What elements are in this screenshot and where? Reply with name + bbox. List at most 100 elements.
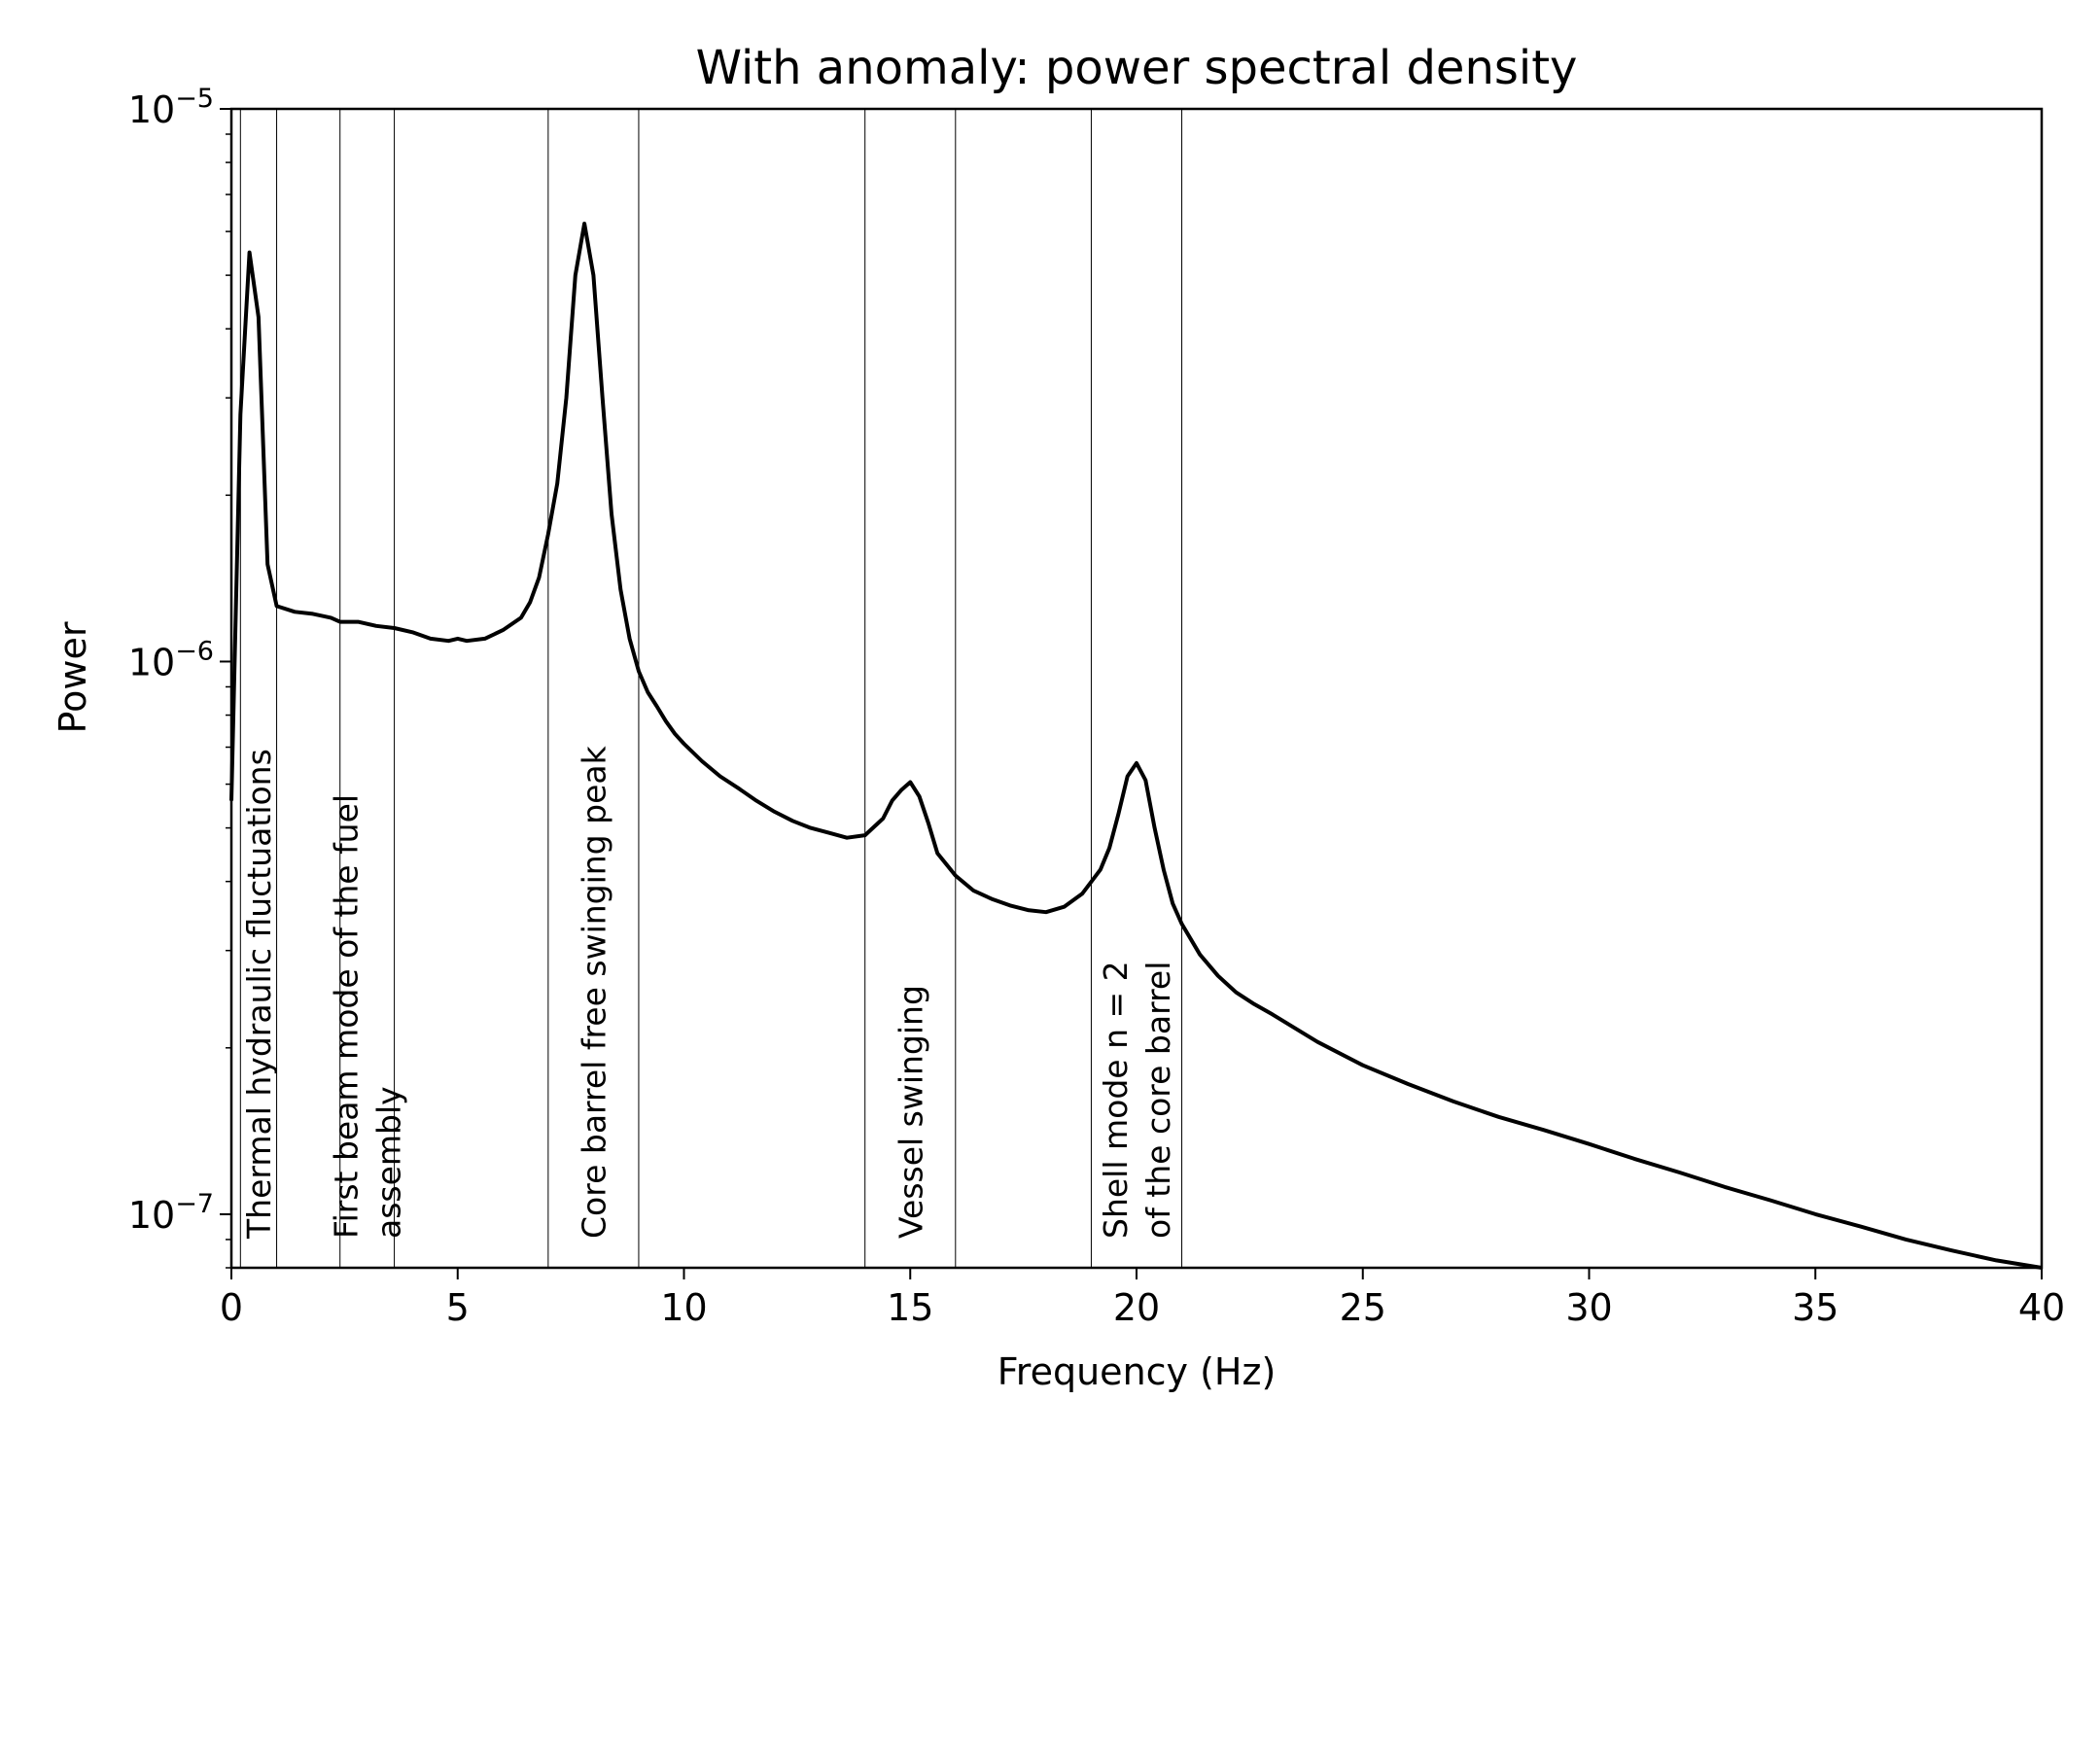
data-point <box>394 627 395 628</box>
annotation-text: Vessel swinging <box>892 985 929 1239</box>
annotation-text: assembly <box>370 1086 408 1239</box>
data-point <box>1064 906 1065 907</box>
data-point <box>1634 1158 1635 1159</box>
annotation-text: Shell mode n = 2 <box>1097 961 1135 1239</box>
data-point <box>755 800 756 801</box>
data-point <box>312 613 313 614</box>
data-point <box>774 811 775 812</box>
data-point <box>864 835 865 836</box>
data-point <box>665 720 666 721</box>
data-point <box>1815 1213 1816 1214</box>
x-tick-label: 20 <box>1113 1286 1160 1329</box>
data-point <box>1100 869 1101 870</box>
annotation-text: Core barrel free swinging peak <box>575 745 612 1239</box>
data-point <box>1408 1084 1409 1085</box>
data-point <box>828 832 829 833</box>
data-point <box>358 621 359 622</box>
data-point <box>258 317 259 318</box>
data-point <box>1163 869 1164 870</box>
data-point <box>602 398 603 399</box>
data-point <box>1137 762 1138 763</box>
y-tick-label: 10−7 <box>128 1189 214 1237</box>
data-point <box>992 898 993 899</box>
data-point <box>1200 954 1201 955</box>
data-point <box>1127 776 1128 777</box>
x-tick-label: 15 <box>887 1286 933 1329</box>
x-axis-label: Frequency (Hz) <box>998 1350 1277 1393</box>
data-point <box>1254 1003 1255 1004</box>
data-point <box>847 837 848 838</box>
y-tick-label: 10−6 <box>128 636 214 683</box>
data-point <box>638 671 639 672</box>
data-point <box>620 589 621 590</box>
x-tick-label: 30 <box>1565 1286 1612 1329</box>
data-point <box>1236 992 1237 993</box>
data-point <box>593 275 594 276</box>
series-group <box>229 222 2043 1270</box>
data-point <box>1452 1101 1453 1102</box>
x-tick-label: 35 <box>1792 1286 1838 1329</box>
data-point <box>1996 1260 1997 1261</box>
data-point <box>557 483 558 484</box>
data-point <box>702 761 703 762</box>
data-point <box>1009 905 1010 906</box>
data-point <box>566 398 567 399</box>
annotation-text: of the core barrel <box>1139 962 1177 1239</box>
data-point <box>1906 1239 1907 1240</box>
data-point <box>629 638 630 639</box>
data-point <box>883 818 884 819</box>
data-point <box>457 638 458 639</box>
data-point <box>547 534 548 535</box>
data-point <box>1082 893 1083 894</box>
data-point <box>467 641 468 642</box>
data-point <box>810 827 811 828</box>
data-point <box>1028 910 1029 911</box>
chart-title: With anomaly: power spectral density <box>696 41 1578 95</box>
data-point <box>1109 848 1110 849</box>
data-point <box>584 224 585 225</box>
x-tick-label: 5 <box>446 1286 470 1329</box>
data-point <box>1181 924 1182 925</box>
data-point <box>1543 1130 1544 1131</box>
data-point <box>520 617 521 618</box>
x-tick-label: 25 <box>1340 1286 1386 1329</box>
data-point <box>1950 1250 1951 1251</box>
data-point <box>1362 1065 1363 1066</box>
data-point <box>719 776 720 777</box>
x-tick-label: 40 <box>2018 1286 2065 1329</box>
annotation-text: Thermal hydraulic fluctuations <box>240 749 278 1240</box>
data-point <box>937 853 938 854</box>
data-point <box>1769 1200 1770 1201</box>
region-boundaries <box>239 109 1183 1268</box>
data-point <box>240 414 241 415</box>
data-point <box>792 821 793 822</box>
y-axis-label: Power <box>52 621 94 733</box>
data-point <box>955 875 956 876</box>
data-point <box>375 625 376 626</box>
axes: 0 5 10 15 20 25 30 35 40 10−7 10−6 10−5 <box>128 84 2065 1329</box>
data-point <box>1317 1041 1318 1042</box>
data-point <box>249 252 250 253</box>
data-point <box>1217 975 1218 976</box>
data-point <box>1118 814 1119 815</box>
x-tick-label: 10 <box>660 1286 707 1329</box>
data-point <box>1860 1226 1861 1227</box>
annotation-text: First beam mode of the fuel <box>328 794 366 1239</box>
data-point <box>267 564 268 565</box>
data-point <box>276 606 277 607</box>
data-point <box>1725 1186 1726 1187</box>
data-point <box>539 577 540 578</box>
x-tick-label: 0 <box>220 1286 243 1329</box>
data-point <box>1272 1014 1273 1015</box>
data-point <box>448 641 449 642</box>
data-point <box>910 782 911 783</box>
data-point <box>412 632 413 633</box>
data-point <box>1154 827 1155 828</box>
data-point <box>1498 1116 1499 1117</box>
data-point <box>675 733 676 734</box>
data-point <box>683 744 684 745</box>
data-point <box>1045 912 1046 913</box>
data-point <box>900 789 901 790</box>
data-point <box>503 630 504 631</box>
